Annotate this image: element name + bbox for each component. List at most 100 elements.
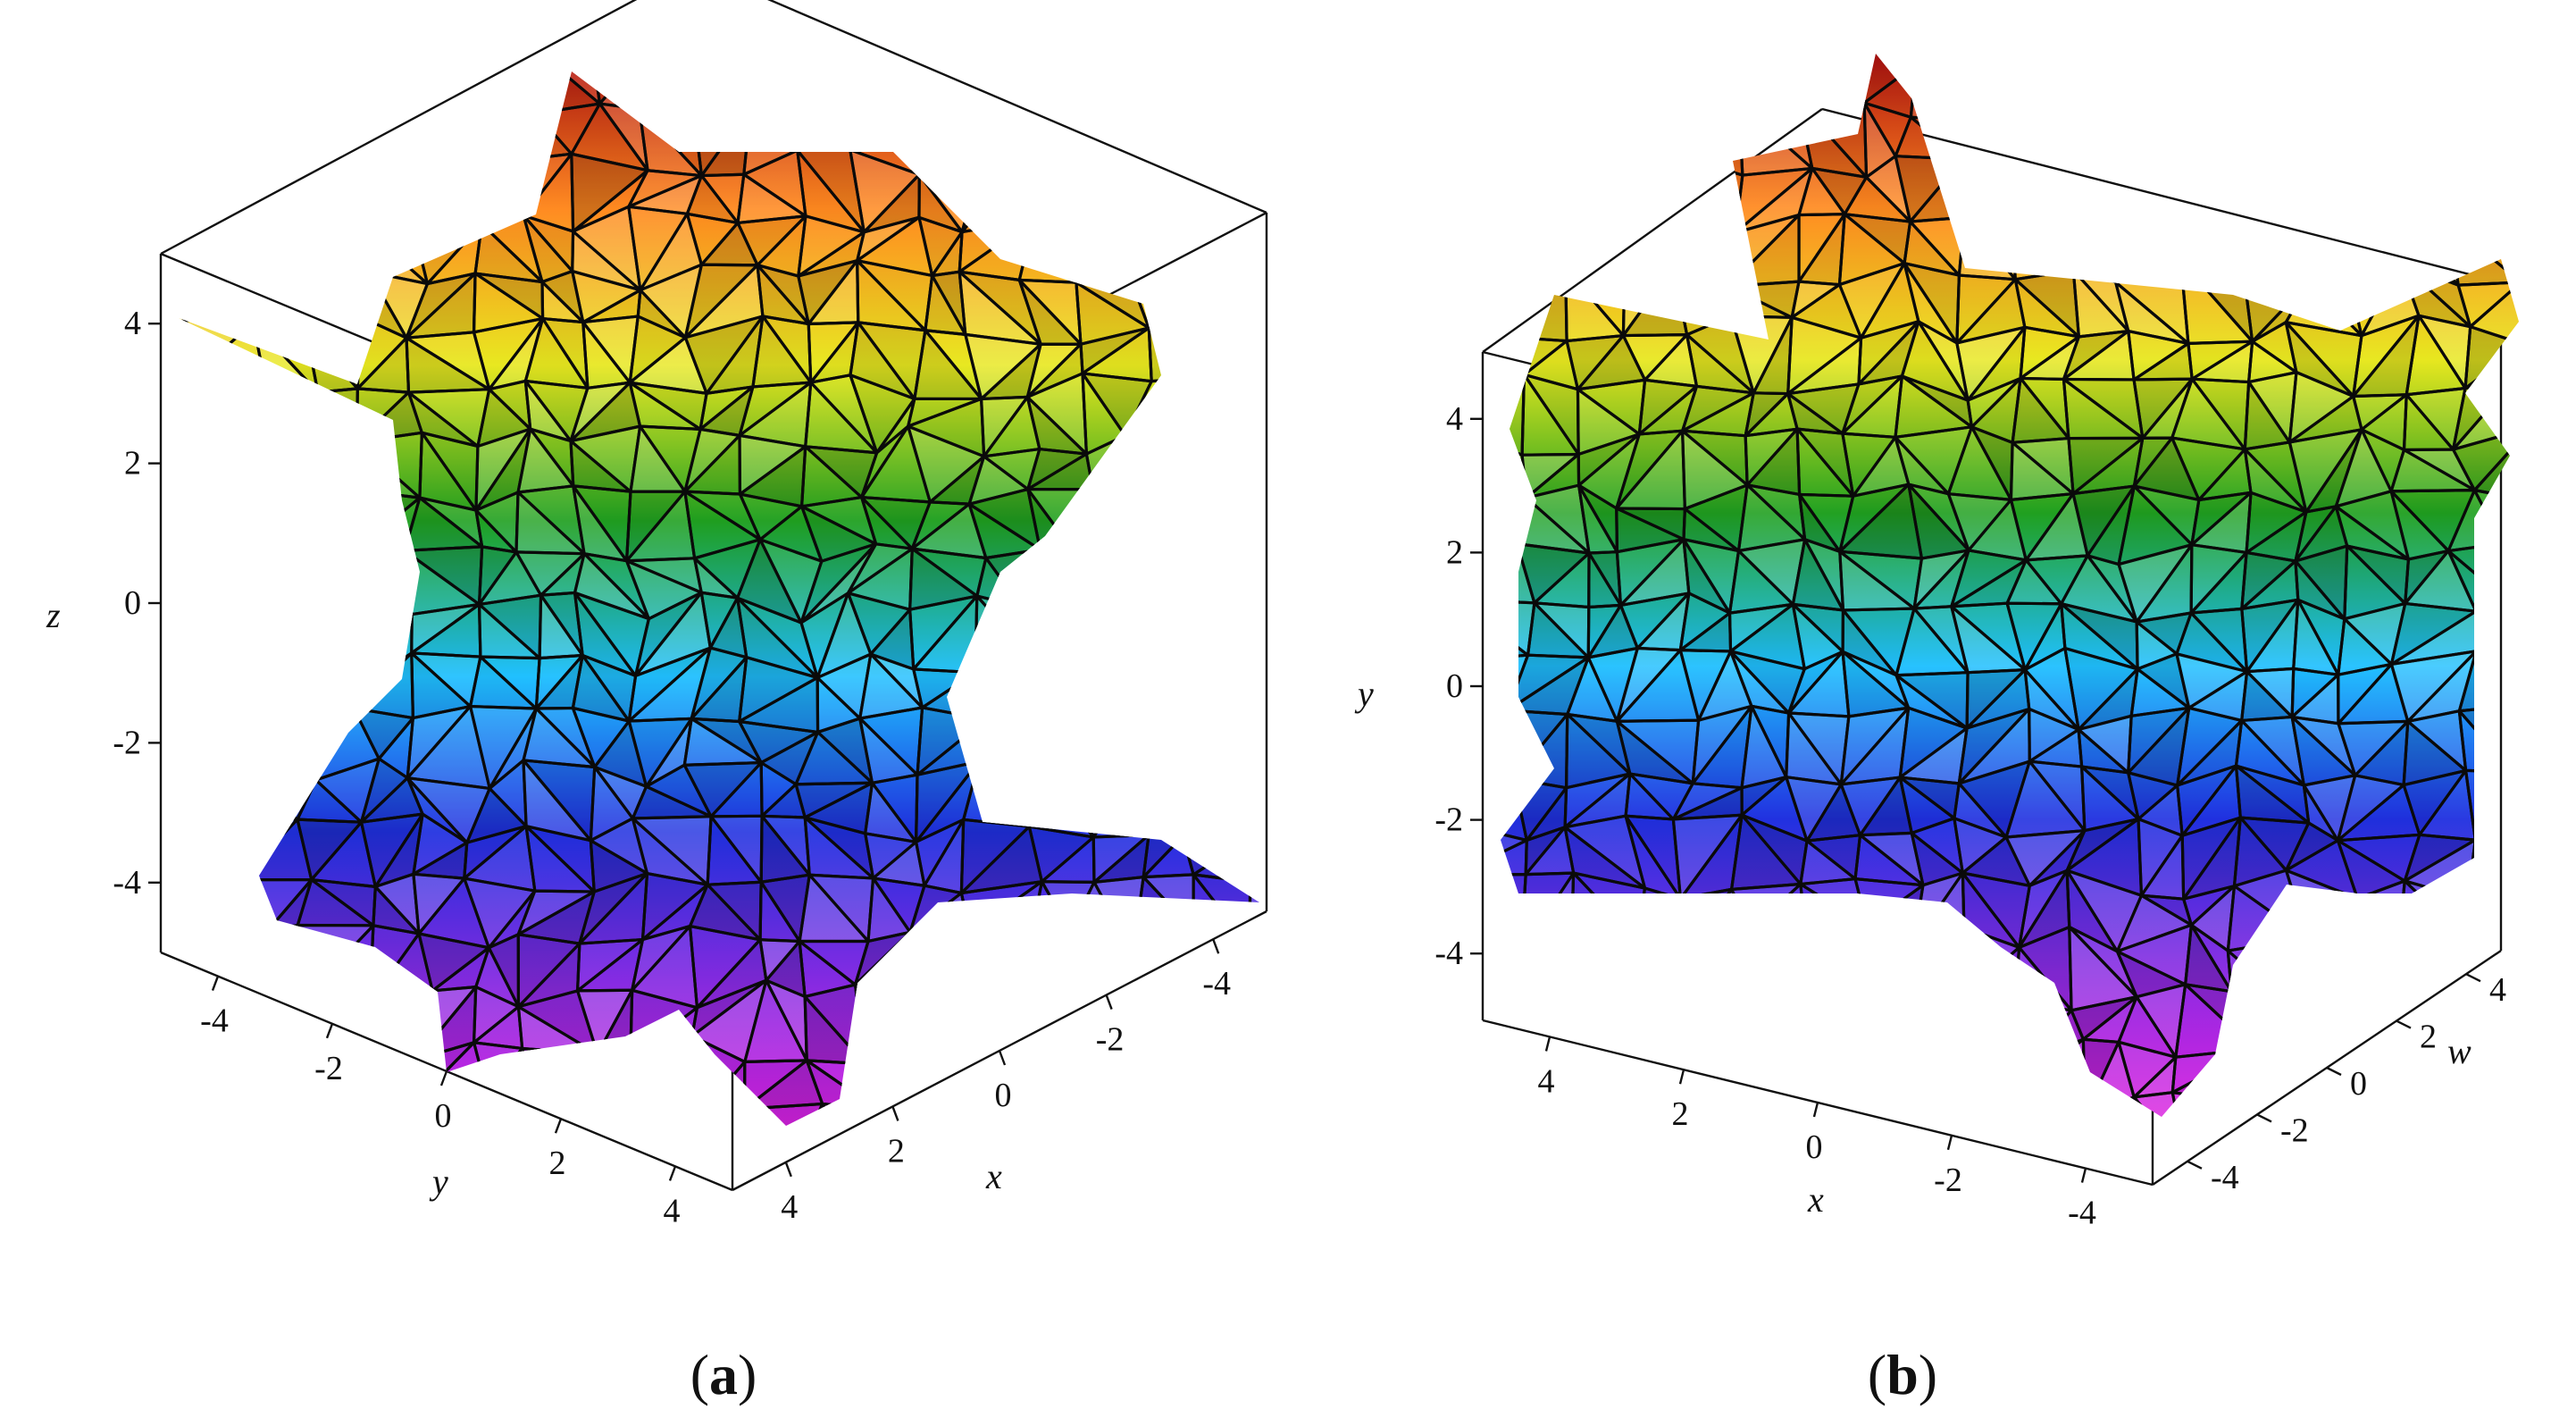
surface-a-facet	[1079, 488, 1145, 563]
surface-a-facet	[238, 1095, 318, 1126]
surface-b-facet	[2513, 378, 2519, 452]
surface-a-facet	[1148, 611, 1203, 673]
surface-a-facet	[853, 983, 931, 1066]
surface-a-facet	[646, 1115, 711, 1126]
surface-b-facet	[1501, 1091, 1527, 1117]
surface-a-facet	[1128, 1112, 1207, 1126]
surface-a-facet	[794, 71, 872, 103]
surface-b-facet	[1693, 927, 1753, 1009]
surface-a-facet	[908, 930, 972, 1002]
surface-a-facet	[361, 225, 430, 286]
surface-a-facet	[460, 105, 538, 175]
surface-a-facet	[598, 71, 645, 111]
y-tick-label-a: 2	[549, 1145, 566, 1182]
surface-a-facet	[187, 816, 249, 894]
surface-b-facet	[1688, 984, 1752, 1046]
surface-b-facet	[1893, 986, 1970, 1061]
surface-a-facet	[191, 373, 268, 432]
surface-a-facet	[247, 669, 303, 713]
surface-a-facet	[1185, 336, 1242, 383]
surface-a-facet	[355, 544, 414, 623]
surface-a-facet	[764, 71, 802, 103]
surface-a-facet	[1181, 835, 1245, 877]
surface-a-facet	[1070, 559, 1127, 611]
surface-b-facet	[2530, 428, 2576, 500]
surface-b-facet	[1501, 838, 1528, 877]
surface-a-facet	[295, 71, 355, 115]
surface-b-facet	[1569, 1109, 1627, 1117]
surface-a-facet	[796, 96, 872, 152]
surface-b-facet	[1576, 979, 1643, 1061]
surface-b-facet	[2306, 1050, 2340, 1117]
surface-a-facet	[292, 178, 364, 230]
surface-b-facet	[1685, 156, 1744, 234]
surface-b-facet	[2344, 212, 2404, 270]
surface-b-facet	[1510, 991, 1579, 1061]
surface-b-facet	[2513, 378, 2519, 452]
surface-a-facet	[416, 95, 464, 165]
surface-a-facet	[598, 1100, 650, 1126]
surface-b-facet	[1501, 207, 1531, 276]
surface-a-facet	[179, 891, 190, 955]
surface-b-facet	[2466, 1049, 2516, 1114]
surface-a-facet	[1238, 945, 1259, 990]
w-tick-label-b: -4	[2211, 1159, 2239, 1196]
surface-b-facet	[1501, 923, 1523, 987]
surface-a-facet	[1197, 426, 1257, 499]
surface-b-facet	[1737, 102, 1814, 177]
surface-b-facet	[1843, 942, 1916, 990]
x-tick-label-a: -4	[1202, 965, 1231, 1002]
surface-b-facet	[1858, 1058, 1907, 1110]
x-tick-a	[1105, 994, 1113, 1011]
surface-a-facet	[977, 759, 1038, 828]
surface-b-facet	[2244, 54, 2297, 122]
surface-b-facet	[1501, 261, 1525, 340]
surface-a-facet	[1091, 608, 1151, 673]
surface-b-facet	[2071, 221, 2118, 284]
surface-a-facet	[1137, 996, 1183, 1066]
surface-a-facet	[250, 260, 308, 332]
surface-b-facet	[1501, 873, 1527, 954]
surface-a-facet	[1240, 104, 1259, 151]
surface-a-facet	[685, 71, 767, 109]
surface-a-facet	[1199, 611, 1239, 674]
surface-b-facet	[1808, 984, 1861, 1054]
surface-a-facet	[185, 598, 240, 659]
surface-a-facet	[1027, 149, 1099, 227]
surface-b-facet	[1737, 54, 1810, 105]
surface-b-facet	[1501, 823, 1528, 877]
surface-a-facet	[188, 1117, 243, 1126]
surface-a-facet	[294, 924, 375, 1009]
surface-b-facet	[2294, 102, 2360, 164]
surface-a-facet	[1240, 71, 1259, 118]
surface-a-facet	[960, 149, 1036, 234]
surface-a-facet	[179, 1117, 213, 1126]
surface-b-facet	[2516, 703, 2519, 776]
surface-a-facet	[252, 669, 314, 710]
surface-b-facet	[2293, 161, 2359, 215]
surface-b-facet	[1893, 1058, 1969, 1110]
surface-a-facet	[352, 95, 424, 165]
surface-a-facet	[185, 656, 251, 713]
surface-a-facet	[196, 71, 259, 108]
surface-a-facet	[1248, 880, 1259, 949]
surface-a-facet	[1237, 264, 1259, 340]
surface-b-facet	[2521, 270, 2576, 331]
surface-a-facet	[1192, 495, 1248, 558]
surface-b-facet	[2447, 155, 2519, 225]
surface-a-facet	[179, 484, 205, 560]
surface-b-facet	[1893, 942, 1970, 994]
surface-a-facet	[184, 260, 255, 325]
surface-b-facet	[2451, 897, 2516, 942]
surface-b-facet	[1636, 96, 1694, 160]
surface-b-facet	[1685, 102, 1744, 177]
surface-b-facet	[1501, 709, 1516, 781]
z-tick-label-a: 2	[124, 445, 141, 482]
surface-a-facet	[368, 1000, 418, 1062]
surface-a-facet	[707, 1107, 747, 1126]
surface-a-facet	[485, 1091, 538, 1126]
surface-a-facet	[250, 226, 325, 279]
surface-b-facet	[2466, 893, 2519, 942]
surface-a-facet	[352, 99, 424, 178]
surface-a-facet	[1143, 757, 1188, 838]
